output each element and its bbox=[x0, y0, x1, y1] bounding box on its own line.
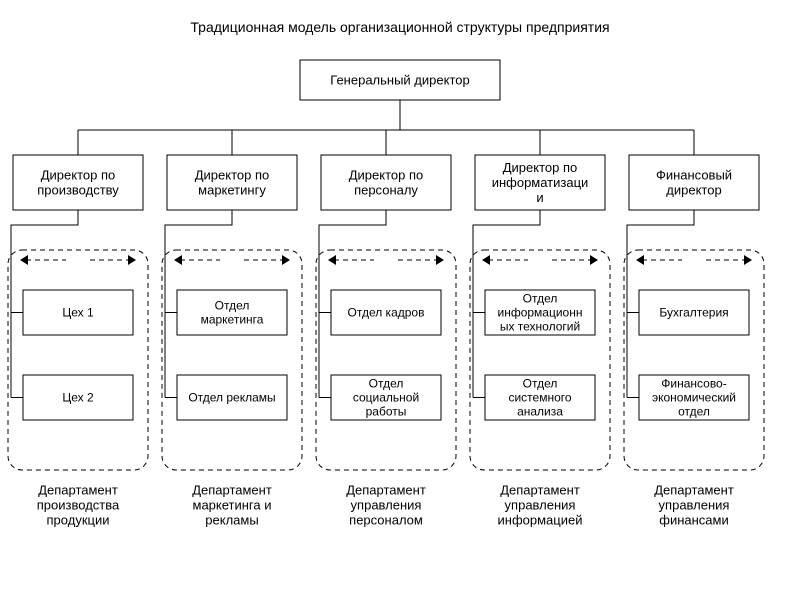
arrow-icon bbox=[436, 255, 444, 265]
arrow-icon bbox=[20, 255, 28, 265]
arrow-icon bbox=[636, 255, 644, 265]
department-label: Департаментуправленияперсоналом bbox=[346, 483, 426, 528]
org-chart: Традиционная модель организационной стру… bbox=[0, 0, 800, 600]
page-title: Традиционная модель организационной стру… bbox=[190, 19, 609, 35]
department-label: Департаментуправленияфинансами bbox=[654, 483, 734, 528]
unit-label: Цех 2 bbox=[62, 391, 94, 405]
director-label: Директор попроизводству bbox=[37, 168, 119, 198]
arrow-icon bbox=[174, 255, 182, 265]
director-label: Директор помаркетингу bbox=[195, 168, 270, 198]
department-label: Департаментпроизводствапродукции bbox=[37, 483, 120, 528]
arrow-icon bbox=[744, 255, 752, 265]
unit-label: Отдел рекламы bbox=[188, 391, 275, 405]
root-label: Генеральный директор bbox=[330, 73, 469, 88]
department-container bbox=[624, 250, 764, 470]
director-label: Финансовыйдиректор bbox=[656, 168, 732, 198]
department-label: Департаментуправленияинформацией bbox=[498, 483, 583, 528]
department-container bbox=[162, 250, 302, 470]
arrow-icon bbox=[328, 255, 336, 265]
arrow-icon bbox=[282, 255, 290, 265]
director-label: Директор поперсоналу bbox=[349, 168, 424, 198]
arrow-icon bbox=[590, 255, 598, 265]
department-container bbox=[470, 250, 610, 470]
department-container bbox=[316, 250, 456, 470]
unit-label: Отдел кадров bbox=[348, 306, 425, 320]
arrow-icon bbox=[128, 255, 136, 265]
department-container bbox=[8, 250, 148, 470]
unit-label: Цех 1 bbox=[62, 306, 94, 320]
arrow-icon bbox=[482, 255, 490, 265]
unit-label: Бухгалтерия bbox=[659, 306, 728, 320]
department-label: Департаментмаркетинга ирекламы bbox=[192, 483, 272, 528]
